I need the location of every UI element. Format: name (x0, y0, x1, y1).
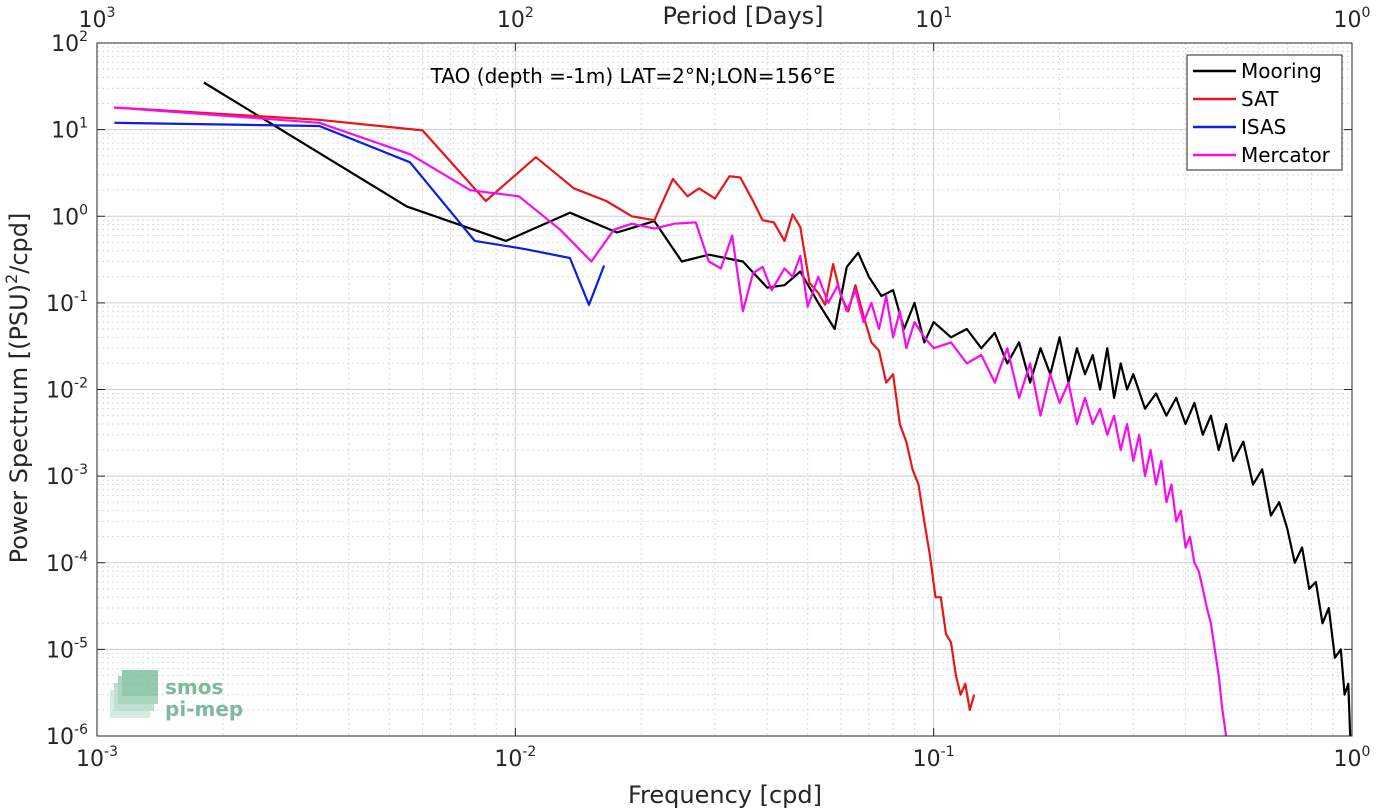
y-tick-label: 10-5 (46, 635, 88, 663)
top-tick-label: 102 (497, 5, 534, 33)
y-tick-labels: 10-6 10-5 10-4 10-3 10-2 10-1 100 101 102 (46, 29, 88, 750)
y-axis-label-tail: /cpd] (5, 213, 33, 274)
legend-items: Mooring SAT ISAS Mercator (1193, 59, 1331, 167)
legend-label-mercator: Mercator (1241, 143, 1331, 167)
y-axis-label-main: Power Spectrum [(PSU) (5, 284, 33, 563)
y-axis-label: Power Spectrum [(PSU)2/cpd] (2, 213, 33, 564)
smos-logo-line2: pi-mep (165, 697, 243, 721)
top-tick-label: 100 (1334, 5, 1371, 33)
legend-box (1186, 54, 1343, 171)
x-tick-label: 10-1 (913, 744, 955, 772)
y-tick-label: 101 (51, 116, 88, 144)
smos-logo-line1: smos (165, 675, 223, 699)
top-tick-label: 101 (915, 5, 952, 33)
top-axis-label: Period [Days] (662, 2, 823, 30)
series-line-mercator (114, 106, 1228, 737)
x-tick-labels: 10-3 10-2 10-1 100 (76, 744, 1370, 772)
x-tick-label: 100 (1334, 744, 1371, 772)
x-tick-label: 10-2 (494, 744, 536, 772)
legend-label-isas: ISAS (1241, 115, 1286, 139)
y-tick-label: 10-3 (46, 462, 88, 490)
smos-logo: smos pi-mep (110, 670, 243, 721)
tick-marks (96, 42, 1353, 737)
x-tick-label: 10-3 (76, 744, 118, 772)
top-tick-label: 103 (79, 5, 116, 33)
y-axis-label-sup: 2 (2, 274, 21, 284)
y-tick-label: 100 (51, 202, 88, 230)
y-tick-label: 10-2 (46, 376, 88, 404)
y-tick-label: 10-6 (46, 722, 88, 750)
smos-logo-mark (110, 670, 158, 718)
x-axis-label: Frequency [cpd] (628, 781, 822, 809)
y-tick-label: 102 (51, 29, 88, 57)
chart-title: TAO (depth =-1m) LAT=2°N;LON=156°E (430, 64, 836, 88)
y-tick-label: 10-4 (46, 549, 88, 577)
y-tick-label: 10-1 (46, 289, 88, 317)
series-layer (114, 81, 1352, 737)
series-line-sat (114, 106, 976, 712)
legend-label-mooring: Mooring (1241, 59, 1322, 83)
top-tick-labels: 103 102 101 100 (79, 5, 1371, 33)
legend-label-sat: SAT (1241, 87, 1279, 111)
series-line-isas (114, 121, 606, 306)
legend: Mooring SAT ISAS Mercator (1186, 54, 1343, 171)
